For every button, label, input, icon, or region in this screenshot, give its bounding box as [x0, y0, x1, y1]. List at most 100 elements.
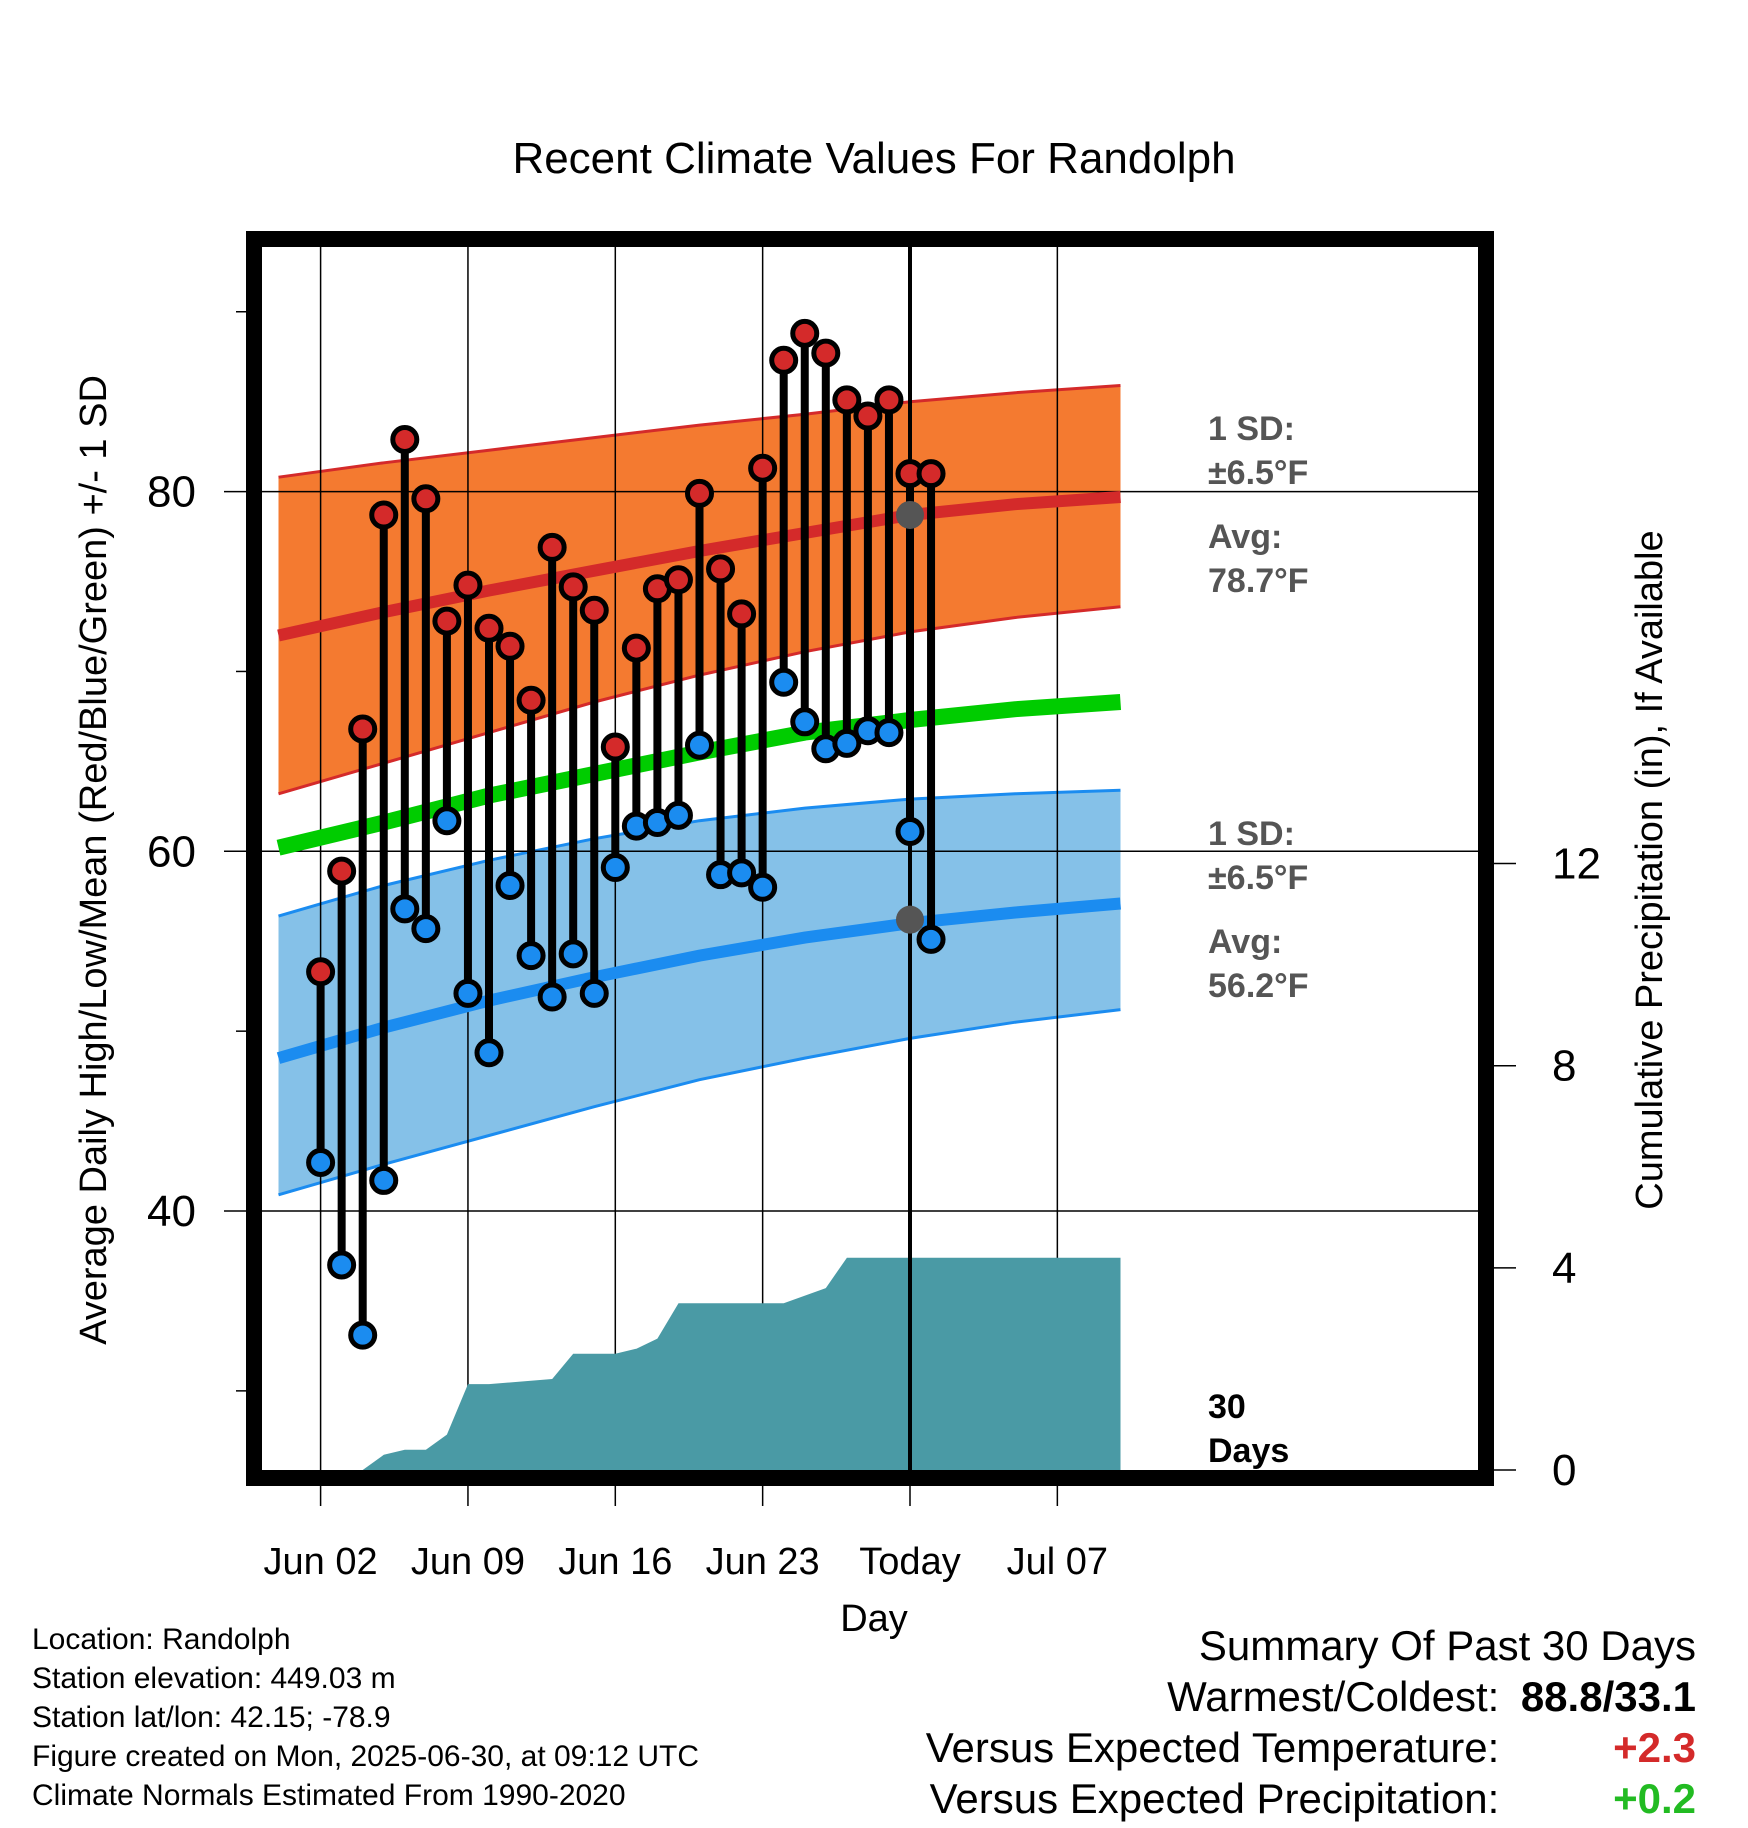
y-left-tick-label: 80	[147, 468, 196, 517]
cumulative-precip-area	[278, 1257, 1121, 1470]
daily-high-point	[916, 459, 946, 489]
plot-border	[246, 231, 1494, 1486]
daily-low-point	[727, 858, 757, 888]
daily-high-point	[769, 345, 799, 375]
daily-low-point	[390, 894, 420, 924]
daily-high-point	[727, 599, 757, 629]
vs-temp-value: +2.3	[1613, 1724, 1696, 1771]
daily-low-point	[369, 1165, 399, 1195]
high-avg-label: Avg:	[1208, 518, 1282, 556]
y-axis-label-right: Cumulative Precipitation (in), If Availa…	[1629, 530, 1671, 1209]
daily-high-point	[832, 385, 862, 415]
today-high-normal-marker	[896, 500, 924, 529]
daily-high-point	[327, 856, 357, 886]
daily-low-point	[453, 978, 483, 1008]
high-sd-value: ±6.5°F	[1208, 454, 1308, 492]
elevation-text: Station elevation: 449.03 m	[32, 1662, 396, 1695]
daily-low-point	[432, 806, 462, 836]
y-right-tick-label: 8	[1552, 1042, 1576, 1091]
low-sd-value: ±6.5°F	[1208, 859, 1308, 897]
y-right-tick-label: 4	[1552, 1244, 1576, 1293]
normals-text: Climate Normals Estimated From 1990-2020	[32, 1779, 626, 1812]
daily-high-point	[558, 572, 588, 602]
daily-low-point	[874, 718, 904, 748]
daily-low-point	[663, 800, 693, 830]
daily-high-point	[516, 685, 546, 715]
daily-high-point	[621, 633, 651, 663]
daily-low-point	[327, 1250, 357, 1280]
vs-precip-value: +0.2	[1613, 1775, 1696, 1822]
daily-low-point	[685, 730, 714, 760]
daily-high-point	[495, 631, 525, 661]
today-low-normal-marker	[896, 905, 924, 934]
y-left-tick-label: 60	[147, 827, 196, 876]
annotations: 1 SD: ±6.5°F Avg: 78.7°F 1 SD: ±6.5°F Avg: 56.2…	[1208, 410, 1309, 1470]
y-right-tick-label: 0	[1552, 1446, 1576, 1495]
low-sd-band-lower-edge	[278, 1008, 1121, 1197]
high-sd-label: 1 SD:	[1208, 410, 1295, 448]
high-avg-value: 78.7°F	[1208, 562, 1309, 600]
x-tick-label: Jun 16	[558, 1541, 672, 1583]
daily-low-point	[832, 728, 862, 758]
station-info: Location: Randolph Station elevation: 44…	[32, 1620, 699, 1815]
latlon-text: Station lat/lon: 42.15; -78.9	[32, 1701, 391, 1734]
daily-low-point	[579, 978, 609, 1008]
window-days-number: 30	[1208, 1388, 1246, 1426]
low-sd-band-upper-edge	[278, 788, 1121, 918]
summary-panel: Summary Of Past 30 Days Warmest/Coldest:…	[926, 1620, 1696, 1824]
x-tick-label: Today	[859, 1541, 960, 1583]
daily-high-point	[748, 453, 778, 483]
daily-high-point	[537, 532, 567, 562]
daily-high-point	[874, 385, 904, 415]
low-avg-label: Avg:	[1208, 923, 1282, 961]
daily-low-point	[537, 982, 567, 1012]
daily-high-point	[790, 318, 820, 348]
daily-low-point	[790, 707, 820, 737]
daily-high-point	[306, 957, 336, 987]
chart-title: Recent Climate Values For Randolph	[512, 134, 1235, 183]
normal-low-mean-line	[276, 897, 1122, 1064]
daily-high-low-series	[306, 318, 946, 1350]
daily-low-point	[600, 852, 630, 882]
high-sd-band-upper-edge	[278, 384, 1121, 479]
vs-temp-label: Versus Expected Temperature:	[925, 1724, 1500, 1771]
daily-low-point	[516, 941, 546, 971]
daily-low-point	[558, 939, 588, 969]
daily-high-point	[663, 565, 693, 595]
precipitation-area	[278, 247, 1121, 1470]
daily-high-point	[811, 338, 841, 368]
summary-title: Summary Of Past 30 Days	[1198, 1622, 1696, 1669]
daily-high-point	[706, 554, 736, 584]
y-right-tick-label: 12	[1552, 840, 1601, 889]
daily-high-point	[453, 570, 483, 600]
created-text: Figure created on Mon, 2025-06-30, at 09…	[32, 1740, 700, 1773]
daily-low-point	[474, 1038, 504, 1068]
x-tick-label: Jul 07	[1007, 1541, 1108, 1583]
low-avg-value: 56.2°F	[1208, 967, 1309, 1005]
x-axis-label: Day	[840, 1598, 908, 1640]
daily-high-point	[474, 613, 504, 643]
plot-frame	[246, 231, 1494, 1486]
daily-high-point	[369, 500, 399, 530]
daily-high-point	[600, 732, 630, 762]
y-left-tick-label: 40	[147, 1187, 196, 1236]
daily-high-point	[348, 714, 378, 744]
daily-high-point	[390, 424, 420, 454]
location-text: Location: Randolph	[32, 1623, 291, 1656]
daily-low-point	[895, 817, 925, 847]
vs-precip-label: Versus Expected Precipitation:	[929, 1775, 1500, 1822]
warmest-coldest-value: 88.8/33.1	[1520, 1673, 1696, 1720]
x-tick-label: Jun 23	[706, 1541, 820, 1583]
daily-low-point	[411, 914, 441, 944]
daily-high-point	[685, 478, 714, 508]
daily-high-point	[579, 595, 609, 625]
axis-ticks: 40 60 80 0 4 8 12 Jun 02 Jun 09 Jun 16 Jun 23 Today…	[147, 310, 1601, 1583]
x-tick-label: Jun 09	[411, 1541, 525, 1583]
y-axis-label-left: Average Daily High/Low/Mean (Red/Blue/Gr…	[73, 375, 115, 1345]
warmest-coldest-label: Warmest/Coldest:	[1167, 1673, 1500, 1720]
daily-low-point	[495, 870, 525, 900]
daily-low-point	[916, 924, 946, 954]
low-sd-label: 1 SD:	[1208, 815, 1295, 853]
window-days-unit: Days	[1208, 1432, 1289, 1470]
